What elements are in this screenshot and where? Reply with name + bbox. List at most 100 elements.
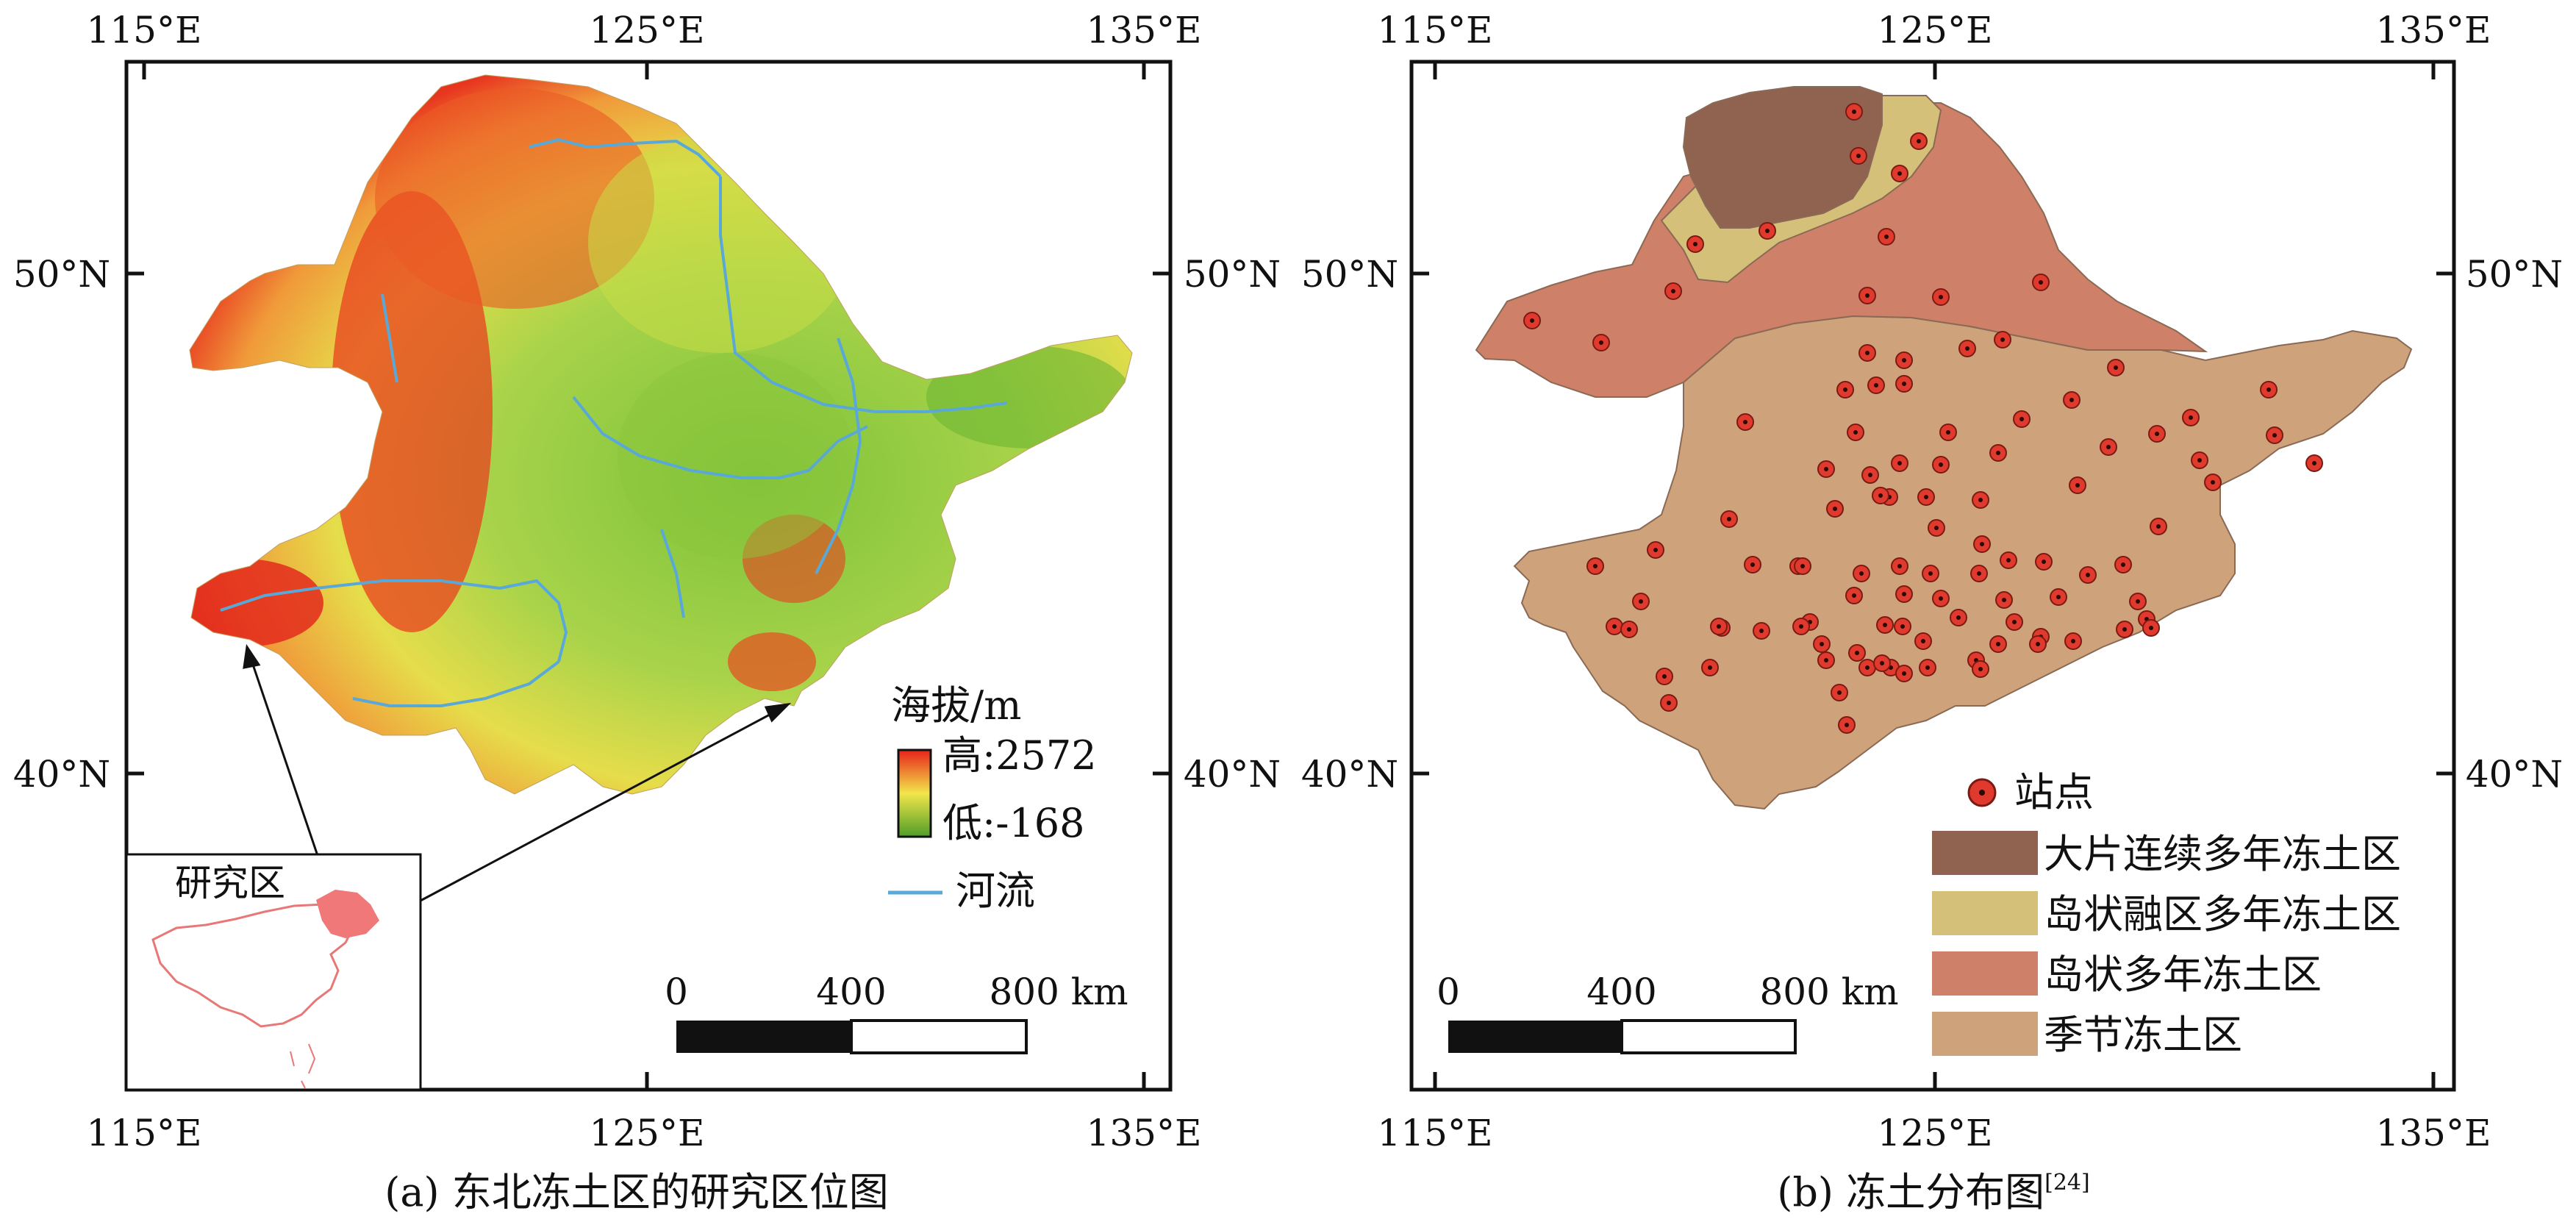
legend-swatch-island [1932, 951, 2038, 996]
zone-seasonal [1513, 315, 2413, 810]
legend-label-talik: 岛状融区多年冻土区 [2044, 891, 2401, 937]
permafrost-legend: 站点 大片连续多年冻土区 岛状融区多年冻土区 岛状多年冻土区 季节冻土区 [1932, 769, 2401, 1058]
station-marker [1817, 460, 1835, 478]
station-marker [1845, 587, 1863, 604]
station-marker [1861, 466, 1879, 484]
station-marker [1994, 331, 2011, 349]
inset-label: 研究区 [175, 862, 285, 904]
station-marker [1894, 618, 1911, 635]
stations [1523, 103, 2323, 734]
scale-bar-a: 0 400 800 km [665, 971, 1128, 1054]
station-marker [1950, 609, 1967, 626]
panel-b-frame [1409, 60, 2456, 1092]
station-marker [1826, 500, 1844, 518]
panel-a: 115°E 125°E 135°E 115°E 125°E 135°E 50°N… [13, 9, 1281, 1215]
station-marker [1710, 618, 1728, 635]
station-marker [1586, 557, 1604, 575]
station-marker [1958, 340, 1976, 357]
station-marker [1838, 716, 1856, 734]
station-marker [1853, 565, 1870, 582]
inset-map: 研究区 [125, 853, 422, 1091]
scale-b-0: 0 [1437, 971, 1460, 1013]
station-marker [1873, 654, 1891, 672]
station-marker [1720, 510, 1738, 528]
station-marker [1794, 557, 1811, 575]
scale-bar-b: 0 400 800 km [1437, 971, 1899, 1054]
station-marker [1878, 228, 1895, 246]
station-marker [1792, 618, 1810, 635]
lat-label-50-left: 50°N [13, 253, 110, 296]
station-marker [1932, 456, 1950, 474]
scale-a-400: 400 [816, 971, 886, 1013]
river-legend-label: 河流 [956, 868, 1035, 914]
station-marker [1939, 424, 1957, 441]
lat-label-40-right: 40°N [1184, 753, 1281, 796]
lon-label-135-bottom-b: 135°E [2376, 1112, 2491, 1154]
lat-label-50-right: 50°N [1184, 253, 1281, 296]
station-marker [2100, 438, 2117, 456]
station-marker [1895, 585, 1913, 603]
legend-label-continuous: 大片连续多年冻土区 [2044, 831, 2401, 877]
station-marker [2182, 409, 2200, 426]
station-marker [2006, 613, 2023, 631]
station-marker [2000, 551, 2017, 569]
lat-label-40-right-b: 40°N [2466, 753, 2563, 796]
station-marker [1848, 644, 1866, 662]
lon-label-125-top-b: 125°E [1878, 9, 1993, 51]
station-marker [2148, 425, 2166, 443]
station-marker [1973, 535, 1991, 553]
station-marker [2114, 556, 2132, 574]
station-marker [2064, 632, 2082, 650]
station-marker [1660, 694, 1678, 712]
elevation-colorbar [897, 748, 932, 838]
zone-continuous [1682, 86, 1883, 229]
station-marker [1895, 351, 1913, 369]
station-marker [1914, 632, 1932, 650]
station-marker [1867, 376, 1885, 394]
station-marker [1972, 491, 1989, 509]
station-marker [2116, 621, 2133, 638]
station-marker [1656, 668, 1673, 685]
legend-high: 高:2572 [942, 732, 1097, 779]
station-marker [2079, 566, 2097, 584]
lat-label-50-right-b: 50°N [2466, 253, 2563, 296]
station-marker [2013, 410, 2031, 428]
lon-label-125-bottom: 125°E [590, 1112, 705, 1154]
station-marker [2069, 476, 2086, 494]
station-marker [1664, 282, 1682, 300]
panel-b: 115°E 125°E 135°E 115°E 125°E 135°E 50°N… [1301, 9, 2563, 1215]
station-marker [1891, 165, 1908, 182]
inset-arrows [243, 643, 792, 926]
station-marker [1701, 659, 1719, 676]
lat-label-50-left-b: 50°N [1301, 253, 1398, 296]
lon-label-135-top: 135°E [1087, 9, 1202, 51]
station-marker [1928, 519, 1945, 537]
lon-label-135-top-b: 135°E [2376, 9, 2491, 51]
station-marker [1858, 344, 1876, 362]
rivers [220, 138, 1008, 707]
station-marker [1686, 235, 1704, 253]
station-marker [1932, 590, 1950, 607]
station-marker [2050, 588, 2067, 606]
station-marker [1831, 684, 1848, 701]
station-marker [1606, 618, 1623, 635]
lon-label-125-top: 125°E [590, 9, 705, 51]
lon-label-115-top-b: 115°E [1378, 9, 1493, 51]
station-marker [2191, 451, 2208, 469]
station-marker [2107, 359, 2125, 376]
station-marker [1891, 557, 1908, 575]
station-marker [1872, 487, 1889, 504]
station-marker [1922, 565, 1939, 582]
legend-swatch-seasonal [1932, 1012, 2038, 1056]
station-marker [1858, 659, 1876, 676]
scale-a-800: 800 km [989, 971, 1128, 1013]
station-marker [1917, 488, 1935, 506]
station-marker [1759, 222, 1776, 240]
station-marker [1932, 288, 1950, 306]
station-marker [1845, 103, 1863, 121]
inset-frame [125, 853, 422, 1091]
station-marker [1895, 375, 1913, 393]
station-marker [2029, 635, 2047, 653]
station-marker [2305, 454, 2323, 472]
